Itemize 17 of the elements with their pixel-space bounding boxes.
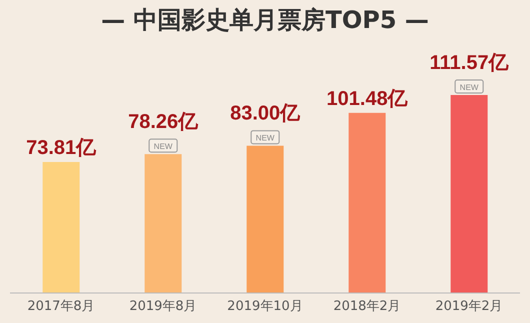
data-label: 101.48亿 (326, 88, 409, 110)
bar (450, 95, 488, 293)
bar (42, 162, 80, 293)
x-tick-label: 2019年8月 (129, 299, 197, 314)
x-tick-label: 2018年2月 (333, 299, 401, 314)
x-tick-label: 2019年2月 (435, 299, 503, 314)
annotation: NEW (460, 83, 479, 92)
x-tick-label: 2017年8月 (27, 299, 95, 314)
bar (348, 112, 386, 293)
data-label: 73.81亿 (26, 137, 98, 160)
data-label: 78.26亿 (128, 111, 200, 134)
chart-title: — 中国影史单月票房TOP5 — (100, 5, 430, 36)
data-label: 111.57亿 (430, 52, 510, 74)
data-label: 83.00亿 (230, 102, 302, 125)
annotation: NEW (256, 134, 275, 143)
x-tick-label: 2019年10月 (227, 299, 303, 314)
annotation: NEW (154, 142, 173, 152)
